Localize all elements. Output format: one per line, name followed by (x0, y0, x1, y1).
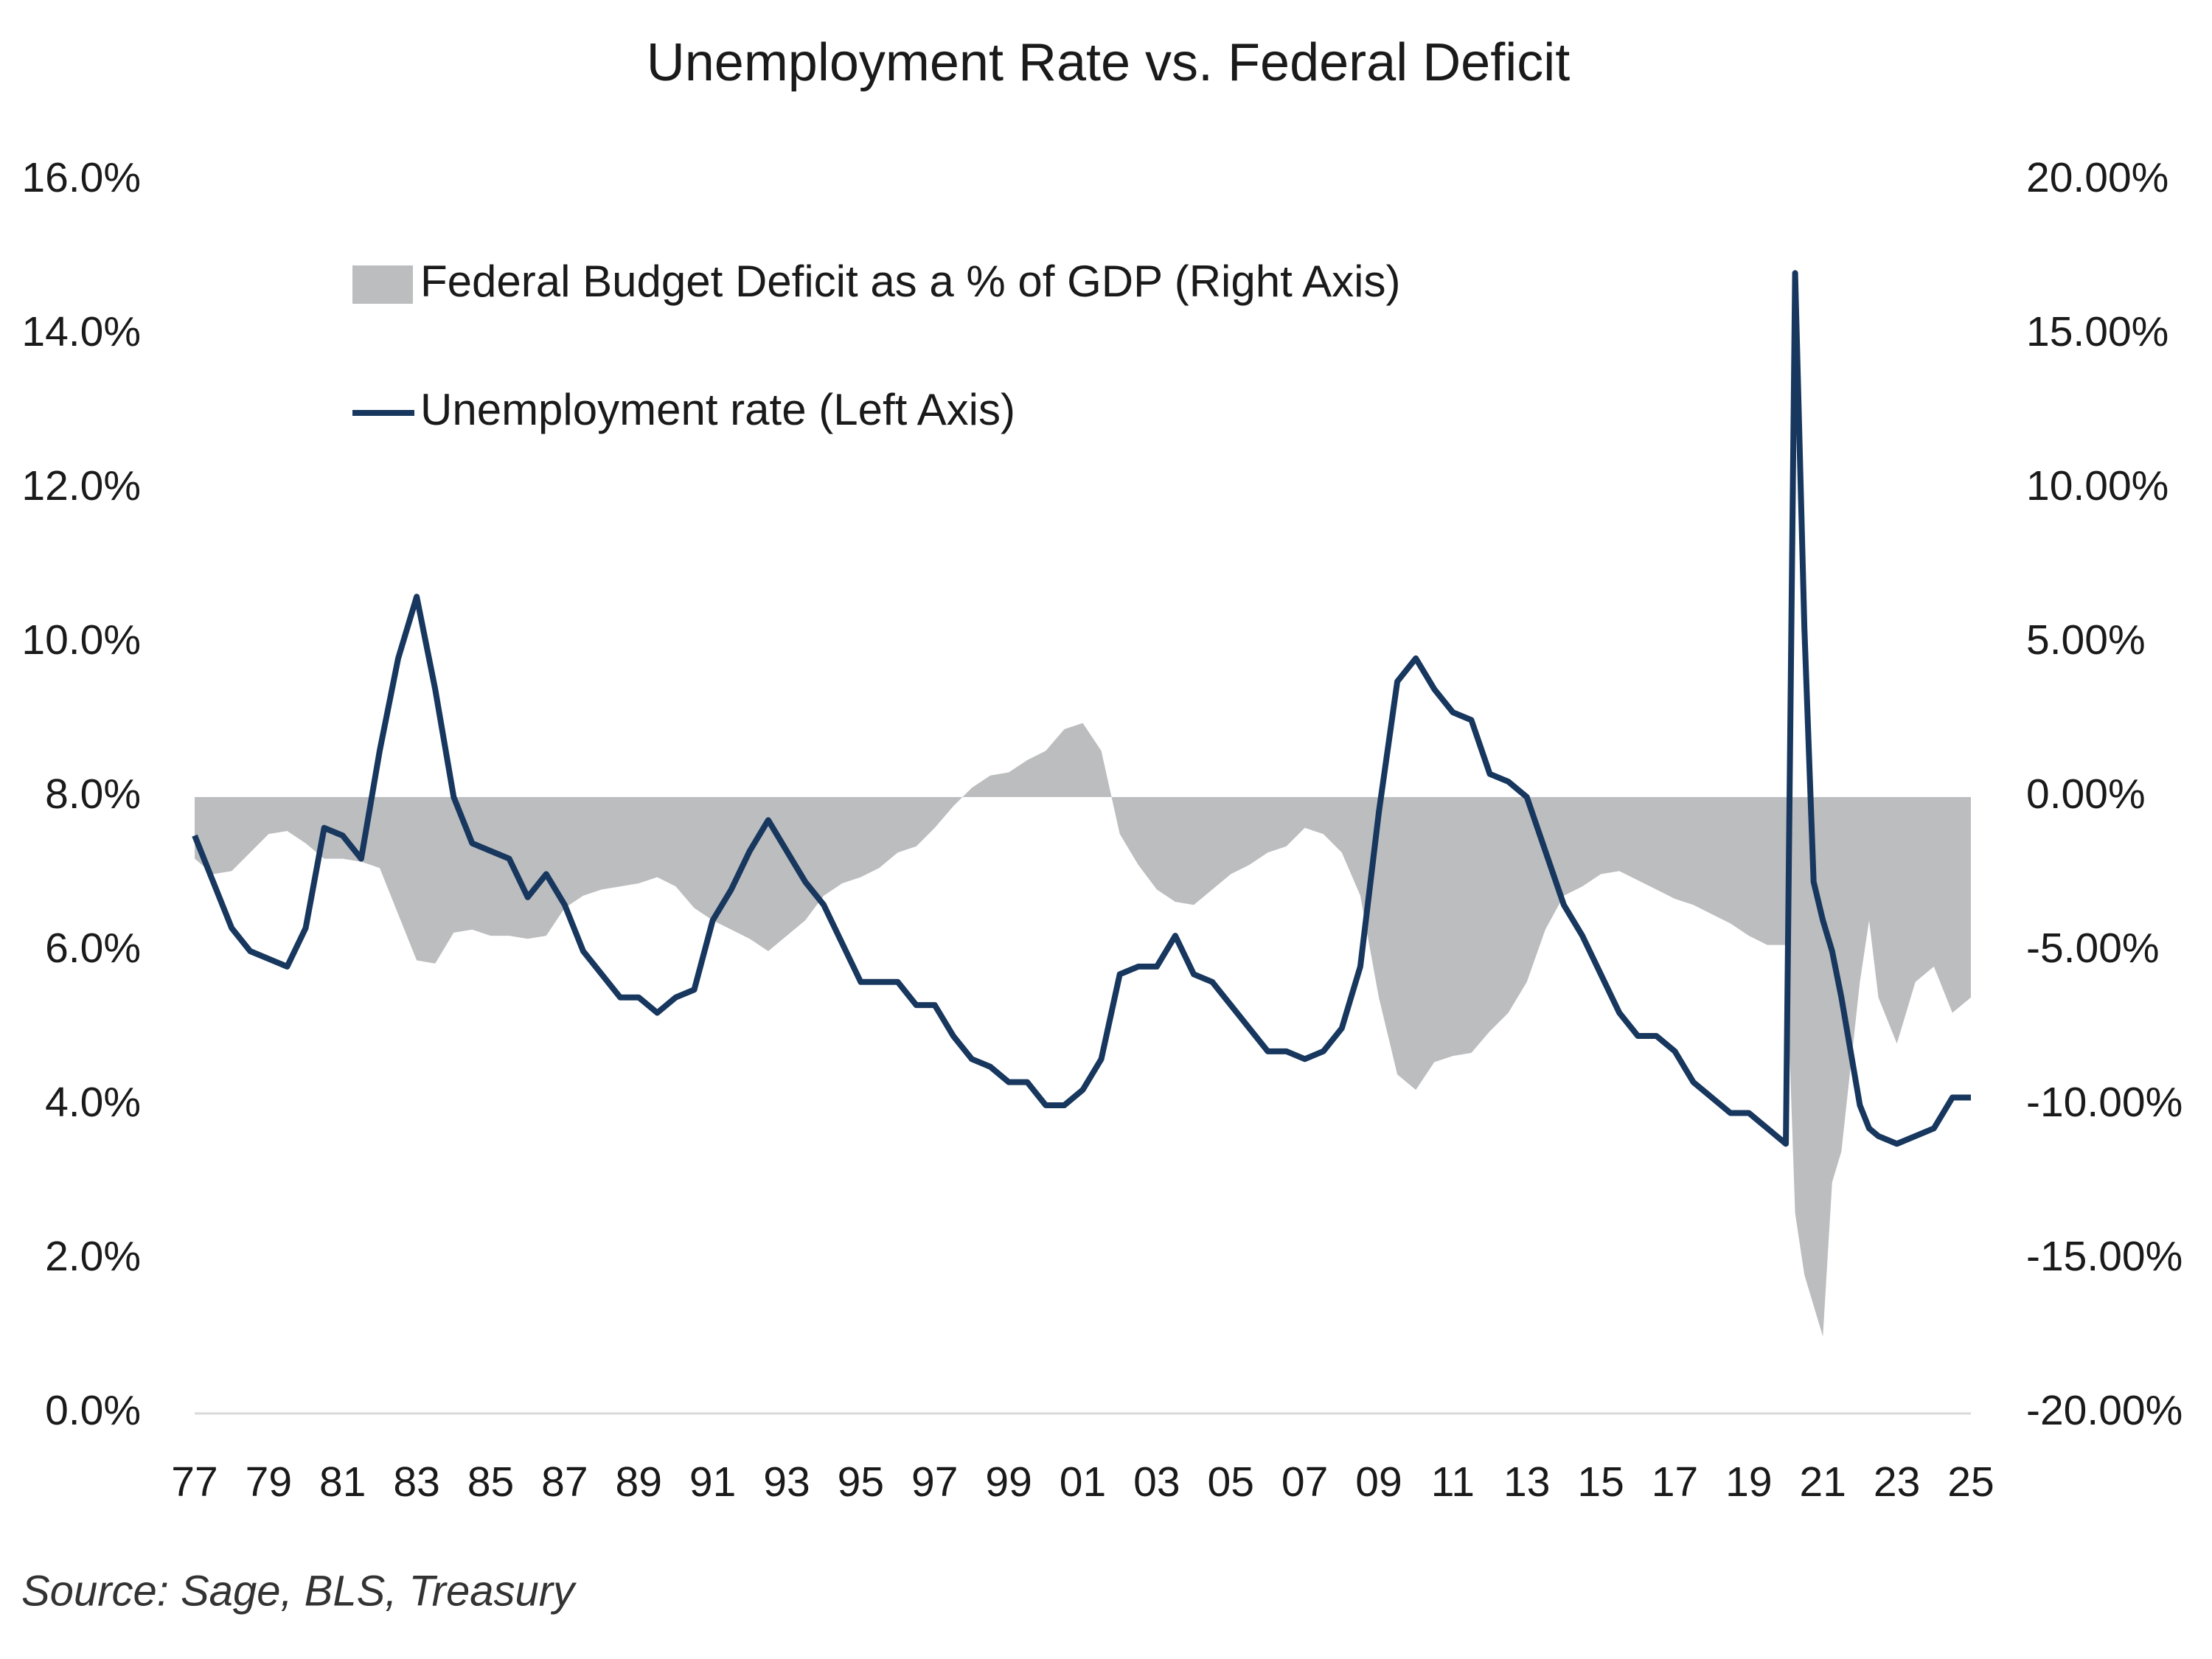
y2-tick-label: 10.00% (2026, 462, 2168, 509)
y-tick-label: 14.0% (21, 308, 141, 355)
x-tick-label: 87 (541, 1458, 588, 1506)
x-tick-label: 23 (1874, 1458, 1920, 1506)
x-tick-label: 17 (1652, 1458, 1698, 1506)
x-tick-label: 95 (838, 1458, 884, 1506)
x-tick-label: 89 (616, 1458, 662, 1506)
legend: Federal Budget Deficit as a % of GDP (Ri… (352, 257, 1400, 434)
x-tick-label: 21 (1800, 1458, 1846, 1506)
legend-label: Unemployment rate (Left Axis) (420, 385, 1015, 434)
y2-tick-label: 5.00% (2026, 616, 2146, 664)
x-tick-label: 79 (246, 1458, 292, 1506)
deficit-area (195, 723, 1971, 1337)
legend-swatch (352, 265, 413, 304)
x-tick-label: 19 (1725, 1458, 1772, 1506)
y-tick-label: 6.0% (45, 925, 141, 972)
y2-tick-label: -15.00% (2026, 1233, 2183, 1280)
x-tick-label: 77 (171, 1458, 218, 1506)
x-tick-label: 83 (393, 1458, 439, 1506)
plot-area: 0.0% 2.0% 4.0% 6.0% 8.0% 10.0% 12.0% 14.0% 16.0%… (21, 154, 2183, 1506)
y2-tick-label: -10.00% (2026, 1079, 2183, 1126)
x-tick-label: 15 (1577, 1458, 1624, 1506)
x-tick-label: 05 (1208, 1458, 1254, 1506)
chart-title: Unemployment Rate vs. Federal Deficit (647, 33, 1570, 92)
x-tick-label: 81 (319, 1458, 366, 1506)
x-tick-label: 13 (1503, 1458, 1550, 1506)
x-tick-label: 91 (689, 1458, 736, 1506)
source-note: Source: Sage, BLS, Treasury (21, 1567, 577, 1615)
x-tick-label: 97 (911, 1458, 958, 1506)
x-tick-label: 01 (1060, 1458, 1106, 1506)
x-tick-label: 85 (467, 1458, 514, 1506)
y2-tick-label: -5.00% (2026, 925, 2160, 972)
y-tick-label: 4.0% (45, 1079, 141, 1126)
legend-label: Federal Budget Deficit as a % of GDP (Ri… (420, 257, 1400, 306)
x-tick-label: 93 (763, 1458, 810, 1506)
y-tick-label: 10.0% (21, 616, 141, 664)
y-tick-label: 16.0% (21, 154, 141, 201)
y-tick-label: 12.0% (21, 462, 141, 509)
x-tick-label: 09 (1355, 1458, 1402, 1506)
x-tick-label: 11 (1431, 1458, 1475, 1506)
unemployment-line (192, 270, 1971, 1147)
y2-tick-label: -20.00% (2026, 1387, 2183, 1434)
x-tick-label: 07 (1281, 1458, 1328, 1506)
y-tick-label: 8.0% (45, 771, 141, 818)
y-tick-label: 0.0% (45, 1387, 141, 1434)
x-tick-label: 99 (985, 1458, 1032, 1506)
y-tick-label: 2.0% (45, 1233, 141, 1280)
y2-tick-label: 20.00% (2026, 154, 2168, 201)
y2-tick-label: 15.00% (2026, 308, 2168, 355)
x-tick-label: 25 (1947, 1458, 1994, 1506)
y2-tick-label: 0.00% (2026, 771, 2146, 818)
x-tick-label: 03 (1133, 1458, 1180, 1506)
